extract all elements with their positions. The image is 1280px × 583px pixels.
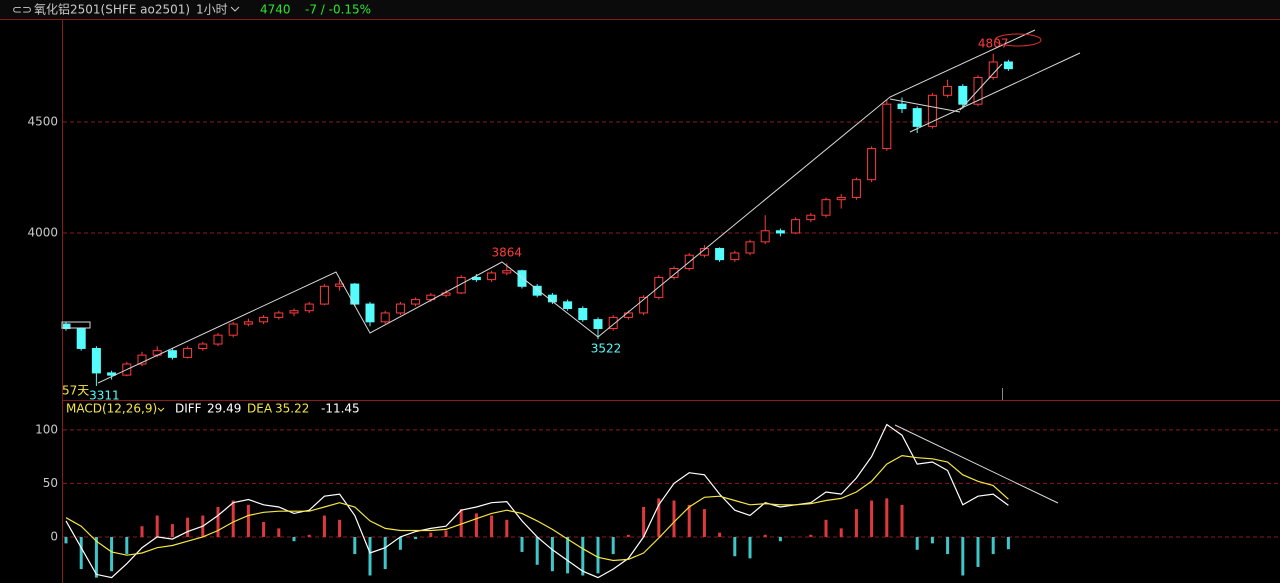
macd-chevron[interactable] xyxy=(157,407,165,412)
candle-body xyxy=(487,272,497,281)
candle-body xyxy=(988,61,998,79)
candle-body xyxy=(502,270,512,274)
candle-body xyxy=(836,196,846,201)
candle-body xyxy=(745,241,755,254)
high-label: 3864 xyxy=(492,246,523,260)
candle-body xyxy=(563,301,573,309)
candle-body xyxy=(775,230,785,234)
candle-body xyxy=(228,323,238,336)
candle-body xyxy=(411,299,421,305)
candle-body xyxy=(198,343,208,349)
macd-line xyxy=(65,454,1009,562)
candle-body xyxy=(107,372,117,376)
candle-body xyxy=(183,347,193,358)
candle-body xyxy=(76,327,86,349)
candle-body xyxy=(867,148,877,181)
legend-macd-value: -11.45 xyxy=(321,402,360,416)
candle-body xyxy=(699,248,709,256)
candle-body xyxy=(912,108,922,127)
low-label: 3311 xyxy=(89,389,120,403)
y-tick-label: 4000 xyxy=(27,225,58,239)
candle-body xyxy=(426,294,436,301)
highlight-ellipse xyxy=(994,33,1042,47)
candle-body xyxy=(578,307,588,321)
candle-body xyxy=(289,310,299,314)
period-chevron[interactable] xyxy=(230,6,240,12)
candle-body xyxy=(715,248,725,261)
candle-body xyxy=(350,283,360,305)
candle-body xyxy=(958,85,968,105)
candle-body xyxy=(471,276,481,281)
candle-body xyxy=(137,354,147,365)
high-label: 4807 xyxy=(978,36,1009,50)
candle-body xyxy=(669,268,679,278)
y-tick-label: 0 xyxy=(50,529,58,543)
trend-lines xyxy=(61,29,1081,504)
macd-line xyxy=(65,423,1009,579)
candle-body xyxy=(395,303,405,314)
legend-dea-value: 35.22 xyxy=(275,402,309,416)
y-tick-label: 100 xyxy=(35,422,58,436)
candle-body xyxy=(608,316,618,329)
candle-body xyxy=(91,347,101,374)
candle-body xyxy=(639,296,649,314)
candle-body xyxy=(213,334,223,345)
note: 57天 xyxy=(62,384,89,398)
y-tick-label: 4500 xyxy=(27,114,58,128)
change: -7 / -0.15% xyxy=(305,3,371,17)
candle-body xyxy=(243,321,253,325)
y-tick-label: 50 xyxy=(43,476,58,490)
candle-body xyxy=(623,312,633,318)
plot-layer: 4000 4500 3864 4807 3522 3311 0 50 100 xyxy=(27,36,1280,579)
candle-body xyxy=(167,350,177,358)
candle-body xyxy=(319,285,329,305)
candle-body xyxy=(517,270,527,287)
candle-body xyxy=(730,252,740,261)
candle-body xyxy=(259,316,269,323)
top-bar xyxy=(0,0,1280,19)
symbol[interactable]: 氧化铝2501(SHFE ao2501) xyxy=(34,2,190,17)
candle-body xyxy=(760,230,770,243)
candle-body xyxy=(791,219,801,234)
candle-body xyxy=(593,319,603,329)
link-icon[interactable]: ⊂⊃ xyxy=(12,3,32,17)
low-label: 3522 xyxy=(591,342,622,356)
candle-body xyxy=(274,312,284,318)
candle-body xyxy=(456,276,466,294)
candle-body xyxy=(365,303,375,323)
legend-diff-name: DIFF xyxy=(175,402,202,416)
candle-body xyxy=(1003,61,1013,70)
candle-body xyxy=(882,103,892,150)
candle-body xyxy=(380,312,390,323)
candle-body xyxy=(304,303,314,312)
candle-body xyxy=(532,285,542,296)
macd-title: MACD(12,26,9) xyxy=(66,402,157,416)
candle-body xyxy=(851,179,861,198)
candle-body xyxy=(821,199,831,216)
candle-body xyxy=(927,94,937,127)
last-price: 4740 xyxy=(260,3,291,17)
legend-diff-value: 29.49 xyxy=(207,402,241,416)
period[interactable]: 1小时 xyxy=(196,3,228,17)
candle-body xyxy=(806,214,816,221)
candle-body xyxy=(897,103,907,110)
legend-dea-name: DEA xyxy=(247,402,273,416)
candle-body xyxy=(943,85,953,96)
